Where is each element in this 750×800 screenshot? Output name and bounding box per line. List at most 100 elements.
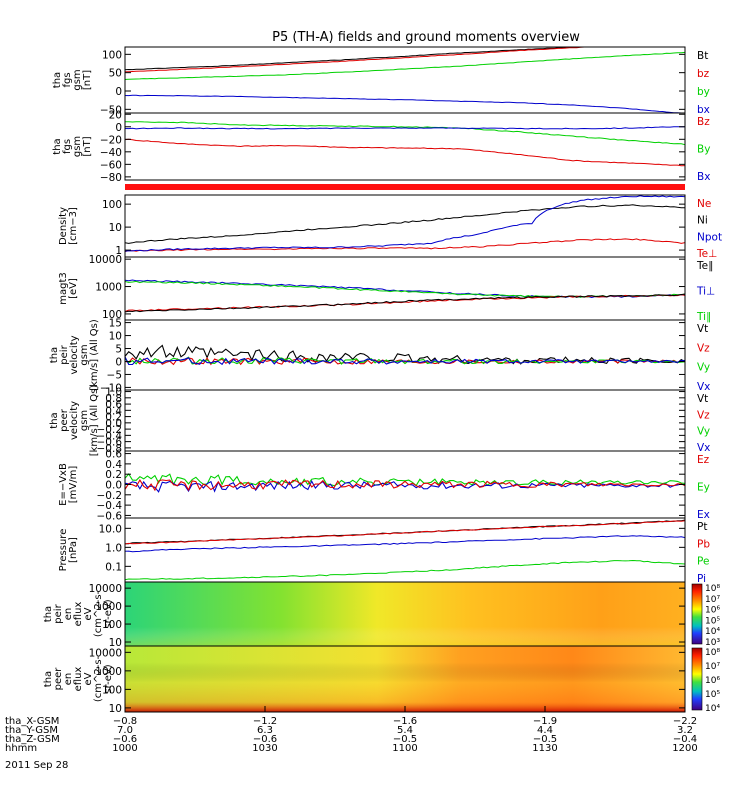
legend-item: Vy xyxy=(697,426,710,438)
y-axis-label: tha xyxy=(49,412,60,428)
legend-item: Bx xyxy=(697,171,710,183)
legend-item: Ex xyxy=(697,509,710,521)
colorbar-tick-label: 10³ xyxy=(705,638,720,648)
colorbar-tick-label: 10⁸ xyxy=(705,648,720,658)
y-tick-label: 0.1 xyxy=(105,561,122,573)
y-axis-label: [eV] xyxy=(68,278,79,299)
legend-item: Ez xyxy=(697,454,710,466)
x-tick-label: −0.6 xyxy=(113,734,137,745)
y-axis-label: [nPa] xyxy=(68,537,79,563)
x-tick-label: 7.0 xyxy=(117,725,133,736)
panel-frame xyxy=(124,517,686,583)
y-axis-label: gsm xyxy=(72,69,83,90)
y-axis-label: gsm xyxy=(79,410,90,431)
y-tick-label: 50 xyxy=(109,68,122,80)
legend-item: Pb xyxy=(697,538,710,550)
y-tick-label: −20 xyxy=(100,134,122,146)
series-bx-line xyxy=(124,94,685,114)
panel-4: 10000 1000 100 magt3 [eV] Te∥ Ti⊥ Ti∥ xyxy=(58,254,715,323)
y-axis-label: (cm^2-s- xyxy=(93,590,104,637)
y-axis-label: tha xyxy=(43,606,54,622)
series-bz-line xyxy=(125,46,685,73)
series-te-line xyxy=(124,293,686,313)
legend-item: Vx xyxy=(697,381,710,393)
y-tick-label: −40 xyxy=(100,147,122,159)
y-axis-label: eflux xyxy=(73,602,84,627)
x-tick-label: −1.2 xyxy=(253,716,277,727)
colorbar-tick-label: 10⁸ xyxy=(705,584,720,594)
y-axis-label: tha xyxy=(52,138,63,154)
x-axis-row-label: tha_Z-GSM xyxy=(5,734,60,745)
y-tick-label: −0.6 xyxy=(97,437,123,449)
legend-item: Te⊥ xyxy=(696,248,717,260)
y-tick-label: 0.6 xyxy=(105,399,122,411)
colorbar-tick-label: 10⁶ xyxy=(705,606,720,616)
legend-item: bx xyxy=(697,104,710,116)
series-npot-line xyxy=(124,195,686,252)
series-by-line xyxy=(124,51,686,80)
x-tick-label: −2.2 xyxy=(673,716,697,727)
x-tick-label: −0.5 xyxy=(533,734,557,745)
y-axis-label: fgs xyxy=(62,139,73,154)
y-axis-label: en xyxy=(63,608,74,621)
x-axis-row-label: tha_Y-GSM xyxy=(5,725,58,736)
series-ne-line xyxy=(124,238,686,253)
y-tick-label: 1 xyxy=(115,245,122,257)
y-axis-label: Density xyxy=(58,207,69,245)
y-tick-label: 1000 xyxy=(95,601,122,613)
y-tick-label: 10000 xyxy=(89,647,122,659)
legend-item: Pe xyxy=(697,556,709,568)
y-tick-label: 0.2 xyxy=(105,469,122,481)
y-tick-label: −0.2 xyxy=(97,490,123,502)
y-axis-label: peer xyxy=(59,408,70,432)
panel-1: 100 50 0 −50 tha fgs gsm [nT] Bt bz by bx xyxy=(52,46,710,116)
x-axis-row-label: tha_X-GSM xyxy=(5,716,59,727)
y-tick-label: 1000 xyxy=(95,282,122,294)
date-label: 2011 Sep 28 xyxy=(5,760,68,771)
legend-item: Vt xyxy=(697,393,708,405)
legend-item: Ti∥ xyxy=(696,311,711,323)
y-axis-label: magt3 xyxy=(58,272,69,305)
x-tick-label: 1200 xyxy=(672,743,697,754)
y-axis-label: tha xyxy=(52,72,63,88)
y-tick-label: −50 xyxy=(100,104,122,116)
legend-item: By xyxy=(697,144,710,156)
colorbar-tick-label: 10⁷ xyxy=(705,595,720,605)
legend-item: Pt xyxy=(697,521,707,533)
y-tick-label: 0.2 xyxy=(105,412,122,424)
legend-item: bz xyxy=(697,68,710,80)
legend-item: Vz xyxy=(697,342,710,354)
x-axis-row-label: hhmm xyxy=(5,743,37,754)
panel-6: 1.00.80.60.40.20.0−0.2−0.4−0.6−0.8 tha pee… xyxy=(49,385,710,457)
x-tick-label: 1130 xyxy=(532,743,557,754)
y-axis-label: en xyxy=(63,673,74,686)
y-tick-label: 10.0 xyxy=(99,523,122,535)
y-tick-label: 0.0 xyxy=(105,480,122,492)
legend-item: Bz xyxy=(697,116,710,128)
y-axis-label: eflux xyxy=(73,667,84,692)
series-bt-line xyxy=(124,46,685,71)
x-tick-label: 3.2 xyxy=(677,725,693,736)
series-pi-line xyxy=(124,535,686,553)
series-vx-line xyxy=(124,356,686,366)
panel-3: 100 10 1 Density [cm−3] Ne Ni Npot Te⊥ xyxy=(58,194,722,260)
y-tick-label: 10 xyxy=(109,703,122,715)
legend-item: Vx xyxy=(697,442,710,454)
y-axis-label: tha xyxy=(49,347,60,363)
legend-item: Ni xyxy=(697,215,708,227)
legend-item: by xyxy=(697,86,710,98)
y-axis-label: [km/s] (All Qs) xyxy=(89,385,100,457)
y-axis-label: peir xyxy=(53,603,64,623)
colorbar-tick-label: 10⁶ xyxy=(705,676,720,686)
panel-frame xyxy=(124,319,686,391)
y-tick-label: −0.4 xyxy=(97,430,123,442)
y-axis-label: [mV/m] xyxy=(68,466,79,504)
series-pe-line xyxy=(124,559,686,581)
colorbar-tick-label: 10⁷ xyxy=(705,662,720,672)
legend-item: Te∥ xyxy=(696,260,713,272)
y-axis-label: [nT] xyxy=(82,136,93,156)
y-axis-label: (cm^2-s- xyxy=(93,655,104,702)
